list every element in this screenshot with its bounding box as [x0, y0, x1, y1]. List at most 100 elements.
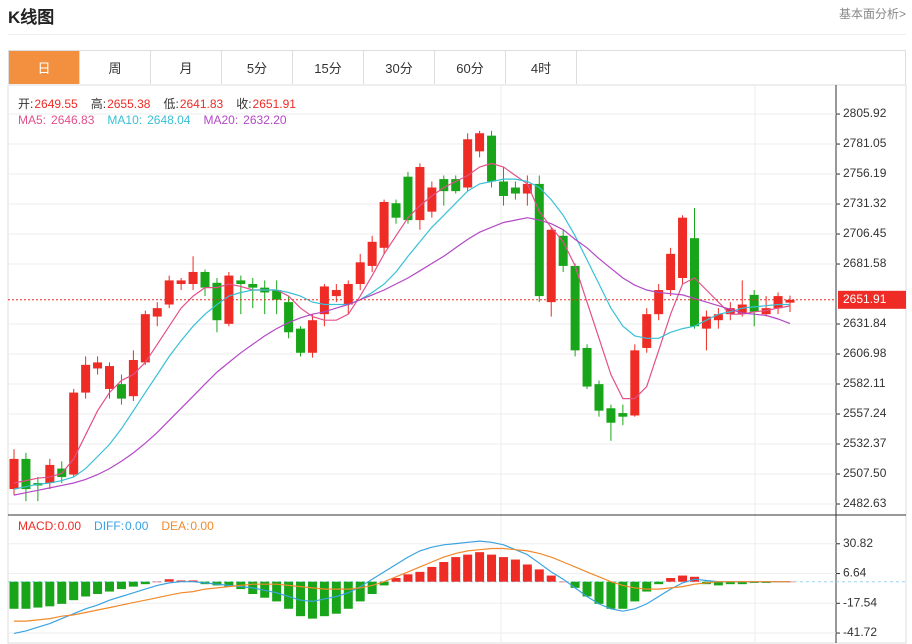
macd-bar	[224, 581, 234, 587]
candle-body	[558, 235, 568, 266]
macd-bar	[212, 581, 222, 586]
y-tick-label: 2631.84	[843, 316, 887, 330]
macd-bar	[463, 554, 473, 582]
y-tick-label: 2532.37	[843, 436, 887, 450]
macd-bar	[534, 569, 544, 582]
candle-body	[666, 253, 676, 291]
y-tick-label: 2805.92	[843, 106, 887, 120]
macd-bar	[630, 581, 640, 602]
macd-bar	[331, 581, 341, 614]
ohlc-value: 2641.83	[179, 97, 224, 111]
candle-body	[510, 187, 520, 194]
candle-body	[391, 203, 401, 218]
y-tick-label: 2507.50	[843, 466, 887, 480]
y-tick-label: 2482.63	[843, 496, 887, 510]
macd-bar	[128, 581, 138, 587]
macd-bar	[45, 581, 55, 607]
candle-body	[296, 328, 306, 353]
candle-body	[725, 308, 735, 315]
ma-line	[13, 217, 791, 496]
legend-name: MA20:	[203, 113, 239, 127]
ohlc-value: 2655.38	[107, 97, 151, 111]
candle-body	[140, 314, 150, 363]
candle-body	[522, 183, 532, 194]
candle-body	[81, 364, 91, 393]
macd-bar	[367, 581, 377, 595]
candle-body	[236, 280, 246, 285]
tab[interactable]: 15分	[293, 51, 364, 84]
ohlc-readout: 开:2649.55 高:2655.38 低:2641.83 收:2651.91	[18, 95, 297, 112]
ma-line	[13, 178, 790, 490]
macd-bar	[69, 581, 79, 601]
macd-bar	[558, 581, 568, 583]
macd-bar	[439, 562, 449, 582]
candle-body	[379, 201, 389, 248]
candle-body	[21, 458, 31, 490]
y-tick-label: -17.54	[843, 595, 877, 609]
macd-bar	[105, 581, 115, 592]
legend-value: 0.00	[125, 519, 149, 533]
ohlc-value: 2649.55	[34, 97, 78, 111]
candle-body	[546, 229, 556, 303]
macd-bar	[33, 581, 43, 608]
y-tick-label: 2681.58	[843, 256, 887, 270]
macd-bar	[93, 581, 103, 595]
macd-bar	[379, 581, 389, 586]
candle-body	[284, 302, 294, 333]
macd-bar	[403, 574, 413, 582]
macd-bar	[475, 552, 485, 582]
candle-body	[534, 183, 544, 297]
chart-frame	[7, 84, 907, 644]
y-tick-label: 2582.11	[843, 376, 886, 390]
y-tick-label: 2606.98	[843, 346, 887, 360]
tab[interactable]: 日	[9, 51, 80, 84]
macd-bar	[487, 554, 497, 582]
candle-body	[630, 350, 640, 416]
legend-name: DIFF:	[94, 519, 125, 533]
macd-bar	[57, 581, 67, 604]
macd-bar	[678, 575, 688, 582]
page-title: K线图	[8, 8, 55, 27]
macd-bar	[152, 581, 162, 583]
candle-body	[618, 413, 628, 417]
candle-body	[606, 408, 616, 423]
candle-body	[331, 290, 341, 297]
candle-body	[654, 290, 664, 315]
tab[interactable]: 60分	[435, 51, 506, 84]
candle-body	[69, 392, 79, 475]
candle-body	[785, 299, 795, 303]
tab[interactable]: 30分	[364, 51, 435, 84]
macd-bar	[296, 581, 306, 617]
macd-bar	[725, 581, 735, 585]
ma-readout: MA5: 2646.83 MA10: 2648.04 MA20: 2632.20	[18, 113, 288, 127]
candle-body	[701, 316, 711, 329]
candle-body	[678, 217, 688, 278]
legend-name: MA10:	[107, 113, 143, 127]
macd-bar	[164, 579, 174, 582]
candle-body	[307, 320, 317, 353]
candle-body	[176, 280, 186, 285]
macd-bar	[116, 581, 126, 590]
y-tick-label: 2781.05	[843, 136, 887, 150]
macd-readout: MACD:0.00 DIFF:0.00 DEA:0.00	[18, 519, 215, 533]
candle-body	[594, 384, 604, 411]
y-tick-label: -41.72	[843, 625, 877, 639]
divider	[8, 34, 906, 35]
tab[interactable]: 4时	[506, 51, 577, 84]
ohlc-name: 开:	[18, 97, 34, 111]
analysis-link[interactable]: 基本面分析>	[838, 7, 906, 21]
tab[interactable]: 周	[80, 51, 151, 84]
tab[interactable]: 月	[151, 51, 222, 84]
y-tick-label: 6.64	[843, 566, 867, 580]
tab[interactable]: 5分	[222, 51, 293, 84]
y-tick-label: 2706.45	[843, 226, 887, 240]
macd-bar	[737, 581, 747, 585]
legend-value: 0.00	[57, 519, 82, 533]
candle-body	[439, 179, 449, 192]
macd-bar	[9, 581, 19, 609]
candle-body	[582, 347, 592, 387]
candle-body	[200, 271, 210, 288]
candle-body	[773, 296, 783, 309]
